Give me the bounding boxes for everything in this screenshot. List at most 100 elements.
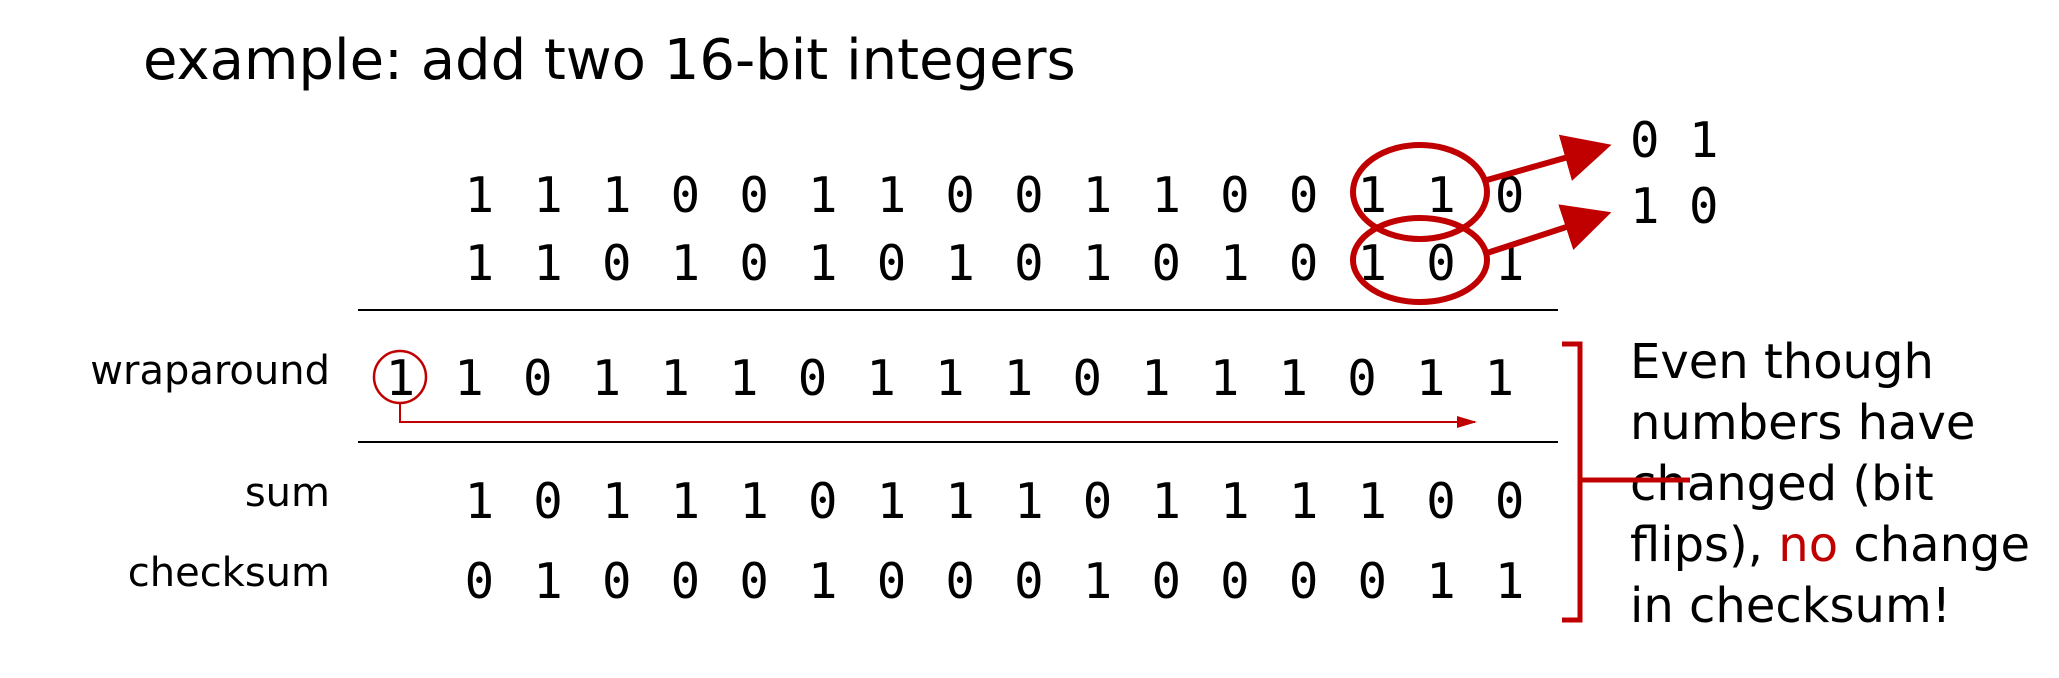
bit-digit: 1 (739, 472, 769, 530)
divider-line-2 (358, 441, 1558, 443)
bit-digit: 1 (1082, 234, 1113, 292)
bit-digit: 0 (1357, 552, 1388, 610)
bit-digit: 1 (876, 166, 907, 224)
bit-digit: 0 (464, 552, 495, 610)
bit-digit: 0 (1151, 234, 1181, 292)
bit-digit: 1 (670, 472, 701, 530)
bit-digit: 0 (1426, 234, 1456, 292)
bit-digit: 1 (808, 234, 838, 292)
note-line-4: flips), no change (1630, 515, 2030, 576)
bit-digit: 0 (739, 234, 769, 292)
divider-line-1 (358, 309, 1558, 311)
bit-digit: 0 (876, 234, 907, 292)
bit-digit: 1 (385, 349, 416, 407)
bit-digit: 0 (1220, 552, 1250, 610)
bit-digit: 0 (670, 166, 701, 224)
bit-digit: 1 (464, 166, 495, 224)
bit-digit: 1 (808, 552, 838, 610)
bit-digit: 0 (1082, 472, 1113, 530)
bit-digit: 1 (1141, 349, 1171, 407)
bit-digit: 1 (1288, 472, 1319, 530)
bit-digit: 1 (729, 349, 759, 407)
bit-digit: 1 (866, 349, 896, 407)
bit-digit: 1 (1151, 472, 1181, 530)
bit-digit: 0 (797, 349, 828, 407)
bit-digit: 1 (454, 349, 484, 407)
flipped-bits-top: 0 1 (1630, 112, 1719, 169)
bit-digit: 1 (464, 234, 495, 292)
bit-digit: 1 (1082, 552, 1113, 610)
bit-digit: 0 (1151, 552, 1181, 610)
note-no-highlight: no (1778, 517, 1839, 573)
explanation-note: Even though numbers have changed (bit fl… (1630, 332, 2030, 637)
bit-digit: 1 (1209, 349, 1240, 407)
bit-digit: 0 (1288, 552, 1319, 610)
bit-digit: 1 (464, 472, 495, 530)
bit-digit: 0 (1347, 349, 1377, 407)
bit-digit: 0 (1014, 166, 1044, 224)
bit-digit: 0 (601, 552, 632, 610)
bit-digit: 0 (945, 166, 975, 224)
bit-digit: 1 (660, 349, 690, 407)
bit-digit: 0 (533, 472, 563, 530)
bit-digit: 1 (670, 234, 701, 292)
bit-digit: 1 (601, 472, 632, 530)
bit-digit: 0 (670, 552, 701, 610)
bit-digit: 0 (876, 552, 907, 610)
bit-digit: 1 (1003, 349, 1034, 407)
arrow-to-top-flip (1486, 134, 1612, 183)
bit-digit: 1 (533, 552, 563, 610)
bit-digit: 0 (739, 552, 769, 610)
bit-digit: 0 (522, 349, 553, 407)
bit-digit: 1 (1484, 349, 1515, 407)
bit-digit: 1 (533, 234, 563, 292)
bit-digit: 0 (808, 472, 838, 530)
bit-digit: 0 (1072, 349, 1102, 407)
bit-digit: 0 (739, 166, 769, 224)
note-line-2: numbers have (1630, 395, 1976, 451)
bit-digit: 0 (1220, 166, 1250, 224)
bit-digit: 0 (1494, 472, 1525, 530)
bit-digit: 0 (1288, 166, 1319, 224)
bit-digit: 1 (1415, 349, 1446, 407)
bit-digit: 1 (945, 234, 975, 292)
note-line-5: in checksum! (1630, 578, 1951, 634)
bit-digit: 1 (1426, 552, 1456, 610)
bit-digit: 1 (601, 166, 632, 224)
note-line-1: Even though (1630, 334, 1934, 390)
bit-digit: 1 (935, 349, 965, 407)
bit-digit: 0 (1288, 234, 1319, 292)
bit-digit: 0 (601, 234, 632, 292)
bracket (1562, 341, 1583, 623)
bit-digit: 1 (1357, 472, 1388, 530)
slide-title: example: add two 16-bit integers (143, 28, 1076, 93)
flipped-bits-bottom: 1 0 (1630, 178, 1719, 235)
label-wraparound: wraparound (90, 348, 330, 394)
bit-digit: 1 (1494, 552, 1525, 610)
bit-digit: 1 (591, 349, 622, 407)
bit-digit: 0 (945, 552, 975, 610)
bit-digit: 1 (876, 472, 907, 530)
bit-digit: 0 (1426, 472, 1456, 530)
bit-digit: 0 (1014, 234, 1044, 292)
bit-digit: 1 (1220, 472, 1250, 530)
bit-digit: 1 (1426, 166, 1456, 224)
highlight-ellipse-bottom (1350, 215, 1490, 305)
bit-digit: 1 (1220, 234, 1250, 292)
note-line-4a: flips), (1630, 517, 1779, 573)
note-line-4b: change (1838, 517, 2030, 573)
carry-circle (372, 349, 428, 405)
highlight-ellipse-top (1350, 142, 1490, 242)
label-sum: sum (244, 470, 330, 516)
bit-digit: 1 (1278, 349, 1309, 407)
bit-digit: 0 (1014, 552, 1044, 610)
bit-digit: 1 (945, 472, 975, 530)
bit-digit: 1 (808, 166, 838, 224)
bit-digit: 1 (1082, 166, 1113, 224)
bit-digit: 1 (533, 166, 563, 224)
